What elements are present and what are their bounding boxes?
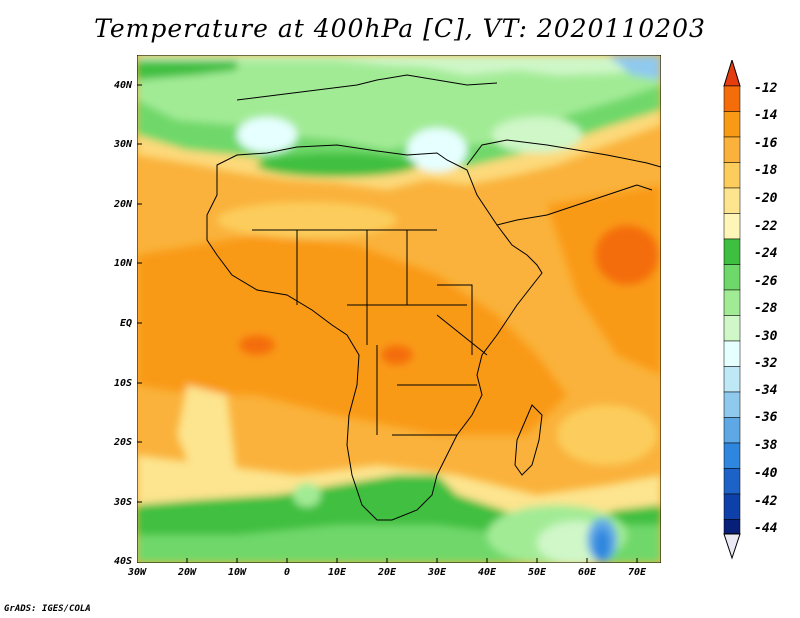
lat-label: EQ — [119, 318, 132, 329]
colorbar-bottom-arrow — [723, 533, 741, 560]
colorbar-label: -26 — [754, 274, 778, 289]
colorbar-swatch — [723, 468, 741, 495]
colorbar-label: -40 — [754, 466, 778, 481]
lat-label: 40S — [113, 556, 132, 567]
colorbar-top-arrow — [723, 58, 741, 87]
colorbar-label: -42 — [754, 494, 778, 509]
colorbar-label: -44 — [754, 521, 778, 536]
colorbar-label: -38 — [754, 438, 778, 453]
lon-label: 0 — [283, 567, 291, 578]
lat-label: 20S — [113, 437, 132, 448]
colorbar-swatch — [723, 519, 741, 534]
grads-credit: GrADS: IGES/COLA — [4, 604, 91, 614]
map-title: Temperature at 400hPa [C], VT: 202011020… — [94, 14, 706, 43]
colorbar-label: -34 — [754, 383, 778, 398]
lon-label: 20E — [377, 567, 397, 578]
lon-label: 30E — [427, 567, 447, 578]
colorbar-label: -32 — [754, 356, 778, 371]
colorbar-label: -20 — [754, 191, 778, 206]
colorbar-swatch — [723, 289, 741, 316]
lat-label: 40N — [113, 80, 132, 91]
lon-label: 30W — [127, 567, 147, 578]
colorbar-swatch — [723, 340, 741, 367]
colorbar-swatch — [723, 264, 741, 291]
lon-label: 10W — [227, 567, 247, 578]
lon-label: 50E — [527, 567, 547, 578]
colorbar-swatch — [723, 391, 741, 418]
colorbar-label: -36 — [754, 410, 778, 425]
colorbar-label: -22 — [754, 219, 778, 234]
colorbar-label: -28 — [754, 301, 778, 316]
lon-label: 60E — [577, 567, 597, 578]
colorbar-swatch — [723, 238, 741, 265]
colorbar-swatch — [723, 442, 741, 469]
colorbar-swatch — [723, 136, 741, 163]
lon-label: 70E — [627, 567, 647, 578]
colorbar-label: -16 — [754, 136, 778, 151]
colorbar-swatch — [723, 417, 741, 444]
colorbar-label: -24 — [754, 246, 778, 261]
colorbar-swatch — [723, 187, 741, 214]
colorbar-label: -18 — [754, 163, 778, 178]
lat-label: 10S — [113, 378, 132, 389]
lon-label: 20W — [177, 567, 197, 578]
colorbar-swatch — [723, 366, 741, 393]
lon-label: 10E — [327, 567, 347, 578]
lat-label: 30S — [113, 497, 132, 508]
colorbar-swatch — [723, 315, 741, 342]
colorbar-label: -30 — [754, 329, 778, 344]
colorbar — [722, 58, 742, 564]
colorbar-swatch — [723, 85, 741, 112]
temperature-map — [137, 55, 661, 563]
colorbar-swatch — [723, 493, 741, 520]
lat-label: 30N — [113, 139, 132, 150]
colorbar-label: -12 — [754, 81, 778, 96]
colorbar-label: -14 — [754, 108, 778, 123]
lat-label: 10N — [113, 258, 132, 269]
colorbar-swatch — [723, 213, 741, 240]
lon-label: 40E — [477, 567, 497, 578]
colorbar-swatch — [723, 111, 741, 138]
colorbar-swatch — [723, 162, 741, 189]
lat-label: 20N — [113, 199, 132, 210]
